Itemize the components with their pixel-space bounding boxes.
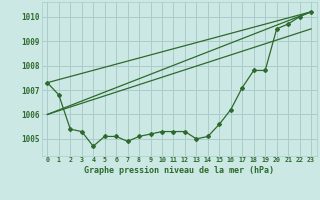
X-axis label: Graphe pression niveau de la mer (hPa): Graphe pression niveau de la mer (hPa) bbox=[84, 166, 274, 175]
